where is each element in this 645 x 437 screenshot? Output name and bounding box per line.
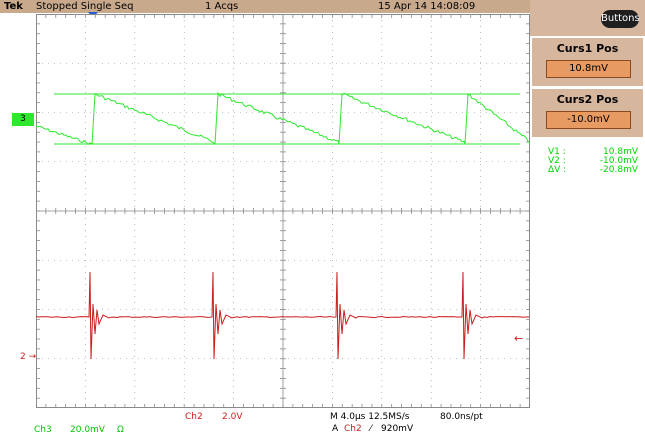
scope-graticule (35, 13, 531, 408)
curs1-pos-control[interactable]: Curs1 Pos 10.8mV (532, 38, 643, 86)
timebase[interactable]: M 4.0µs 12.5MS/s (330, 412, 410, 422)
status-bar: Tek Stopped Single Seq 1 Acqs 15 Apr 14 … (0, 0, 530, 13)
ch2-label[interactable]: Ch2 (185, 412, 203, 422)
ch3-label[interactable]: Ch3 (34, 425, 52, 435)
cursor-readout: V1 :10.8mV V2 : -10.0mV ΔV : -20.8mV (548, 148, 638, 175)
ch3-coupling: Ω (117, 425, 124, 435)
waveform-display[interactable] (35, 13, 531, 408)
side-menu-header: Buttons (530, 0, 645, 36)
ch3-ground-marker[interactable]: 3 (12, 113, 34, 126)
trigger-level-arrow-icon[interactable]: ← (514, 332, 524, 345)
acquisition-status: Stopped Single Seq (36, 1, 134, 12)
acquisition-count: 1 Acqs (205, 1, 239, 12)
curs2-title: Curs2 Pos (556, 93, 619, 106)
trigger-level[interactable]: 920mV (381, 424, 414, 434)
graticule-grid (35, 13, 531, 408)
ch3-scale[interactable]: 20.0mV (70, 425, 105, 435)
ch3-marker-label: 3 (20, 114, 26, 124)
readout-v2: V2 : -10.0mV (548, 156, 638, 166)
cursor-lines (54, 93, 520, 145)
ch2-ground-marker[interactable]: 2 → (20, 353, 36, 362)
trigger-source[interactable]: Ch2 (344, 424, 362, 434)
curs2-pos-control[interactable]: Curs2 Pos -10.0mV (532, 89, 643, 137)
side-menu: Buttons Curs1 Pos 10.8mV Curs2 Pos -10.0… (530, 0, 645, 437)
brand-label: Tek (4, 1, 23, 12)
arrow-right-icon: → (28, 352, 37, 362)
ch2-waveform (35, 271, 529, 360)
ch2-marker-label: 2 (20, 352, 26, 362)
sample-interval: 80.0ns/pt (440, 412, 483, 422)
date-time: 15 Apr 14 14:08:09 (378, 1, 476, 12)
ch3-waveform (35, 91, 531, 146)
trigger-prefix: A (332, 424, 339, 434)
buttons-button[interactable]: Buttons (601, 10, 640, 28)
readout-delta: ΔV : -20.8mV (548, 165, 638, 175)
curs1-title: Curs1 Pos (556, 42, 619, 55)
settings-readout: Ch3 20.0mV Ω Ch2 2.0V M 4.0µs 12.5MS/s 8… (0, 410, 645, 437)
ch2-scale[interactable]: 2.0V (222, 412, 243, 422)
curs2-value[interactable]: -10.0mV (546, 111, 631, 129)
curs1-value[interactable]: 10.8mV (546, 60, 631, 78)
readout-v1: V1 :10.8mV (548, 147, 638, 157)
trigger-slope-icon: ⁄ (370, 424, 372, 434)
